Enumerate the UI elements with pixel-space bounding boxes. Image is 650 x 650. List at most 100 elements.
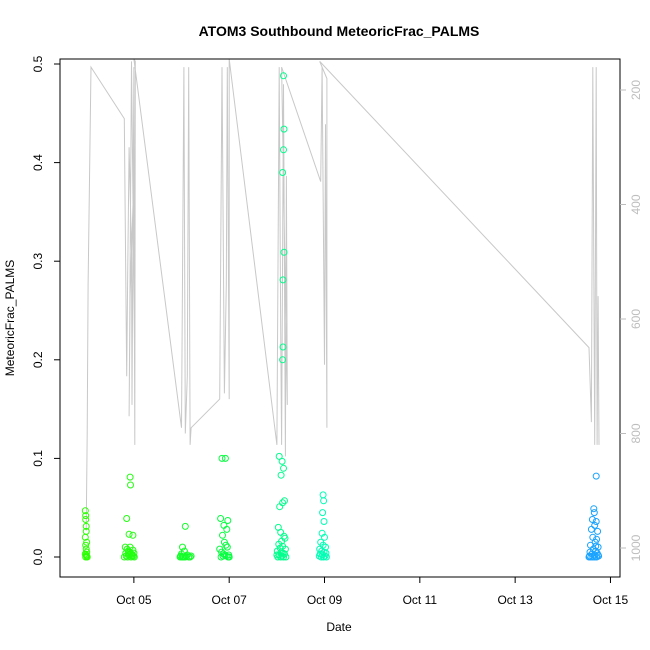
data-point xyxy=(178,553,186,561)
data-point xyxy=(275,452,283,460)
data-point xyxy=(123,515,131,522)
data-point xyxy=(219,531,226,539)
data-point xyxy=(82,516,90,523)
data-point xyxy=(278,552,286,560)
x-axis-label: Date xyxy=(326,620,352,634)
x-tick-label: Oct 15 xyxy=(593,593,629,607)
data-point xyxy=(176,553,184,561)
x-axis: Oct 05 Oct 07 Oct 09 Oct 11 Oct 13 Oct 15 xyxy=(116,577,628,607)
y-tick-label: 0.2 xyxy=(31,351,45,368)
y-tick-label: 0.3 xyxy=(31,253,45,270)
data-point xyxy=(590,509,598,517)
data-point xyxy=(275,551,283,559)
data-point xyxy=(83,538,91,546)
y2-tick-label: 200 xyxy=(629,80,643,100)
data-point xyxy=(83,548,91,556)
data-point xyxy=(319,491,327,499)
data-point xyxy=(277,471,285,479)
data-point xyxy=(280,146,287,154)
x-tick-label: Oct 11 xyxy=(403,593,438,607)
y-tick-label: 0.0 xyxy=(31,548,45,565)
data-point xyxy=(279,343,287,351)
data-point xyxy=(127,481,134,489)
data-point xyxy=(279,169,287,176)
data-point xyxy=(593,553,601,561)
data-point xyxy=(279,276,287,284)
data-point xyxy=(224,517,232,524)
data-point xyxy=(594,527,602,535)
x-tick-label: Oct 13 xyxy=(497,593,533,607)
series-6 xyxy=(315,491,330,561)
data-point xyxy=(319,509,327,517)
data-point xyxy=(223,525,231,533)
data-point xyxy=(592,542,600,550)
data-point xyxy=(130,549,138,557)
data-point xyxy=(320,553,328,561)
series-3 xyxy=(176,522,195,561)
y-tick-label: 0.1 xyxy=(31,450,45,467)
data-point xyxy=(223,543,231,551)
data-point xyxy=(125,530,133,538)
data-point xyxy=(273,551,281,559)
secondary-y-axis: 200 400 600 800 1000 xyxy=(620,80,643,561)
data-point xyxy=(81,507,89,515)
data-point xyxy=(591,521,599,529)
data-point xyxy=(587,525,595,533)
data-point xyxy=(217,515,225,522)
data-points-layer xyxy=(81,72,603,561)
data-point xyxy=(276,503,284,511)
data-point xyxy=(221,454,229,462)
y-axis: 0.0 0.1 0.2 0.3 0.4 0.5 xyxy=(31,55,60,565)
y2-tick-label: 1000 xyxy=(629,534,643,561)
data-point xyxy=(122,549,130,557)
data-point xyxy=(126,543,134,551)
series-4 xyxy=(216,454,233,561)
x-tick-label: Oct 09 xyxy=(307,593,343,607)
data-point xyxy=(280,464,287,472)
data-point xyxy=(588,516,596,523)
data-point xyxy=(586,552,593,560)
pressure-trace-line xyxy=(85,58,600,531)
data-point xyxy=(278,457,286,465)
data-point xyxy=(126,473,134,481)
y-axis-label: MeteoricFrac_PALMS xyxy=(3,260,17,376)
data-point xyxy=(279,356,287,364)
data-point xyxy=(181,522,189,530)
data-point xyxy=(280,553,287,561)
data-point xyxy=(179,543,186,551)
data-point xyxy=(280,248,288,256)
data-point xyxy=(591,553,599,561)
data-point xyxy=(186,553,194,561)
y2-tick-label: 800 xyxy=(629,423,643,443)
series-2 xyxy=(120,473,138,561)
x-tick-label: Oct 05 xyxy=(116,593,152,607)
series-7 xyxy=(585,472,603,561)
series-5 xyxy=(273,72,290,561)
series-1 xyxy=(81,507,91,561)
data-point xyxy=(321,533,328,541)
data-point xyxy=(280,125,288,133)
pressure-trace-layer xyxy=(85,58,600,531)
data-point xyxy=(129,531,137,539)
y-tick-label: 0.4 xyxy=(31,154,45,171)
data-point xyxy=(592,518,600,525)
data-point xyxy=(218,454,226,462)
data-point xyxy=(81,533,89,541)
data-point xyxy=(315,552,323,560)
data-point xyxy=(592,472,600,480)
data-point xyxy=(320,518,328,525)
data-point xyxy=(82,512,90,520)
data-point xyxy=(590,505,598,513)
data-point xyxy=(320,497,328,505)
data-point xyxy=(83,553,91,561)
x-tick-label: Oct 07 xyxy=(212,593,248,607)
data-point xyxy=(282,553,290,561)
data-point xyxy=(277,553,285,561)
data-point xyxy=(280,72,287,80)
data-point xyxy=(322,553,330,561)
data-point xyxy=(181,553,189,561)
data-point xyxy=(82,541,90,549)
chart-title: ATOM3 Southbound MeteoricFrac_PALMS xyxy=(199,23,480,39)
y2-tick-label: 400 xyxy=(629,194,643,214)
